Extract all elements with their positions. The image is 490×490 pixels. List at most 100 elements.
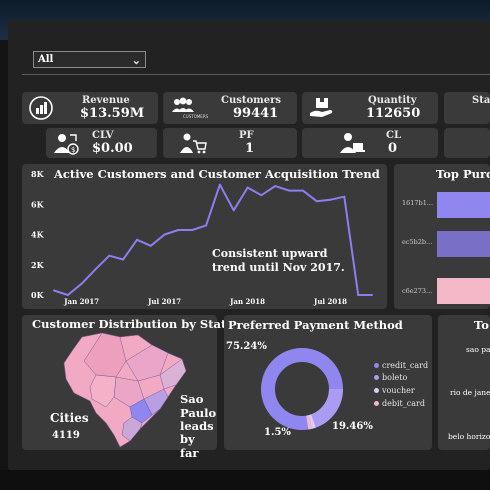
chevron-down-icon: ⌄ <box>131 54 141 67</box>
top-city-item: sao pa <box>466 345 490 354</box>
kpi-stat-label: Stat <box>472 95 490 106</box>
top-cities-title: To <box>474 318 489 332</box>
data-point[interactable] <box>357 294 360 296</box>
x-tick-label: Jan 2017 <box>63 297 99 306</box>
person-cart-icon <box>180 133 207 154</box>
data-point[interactable] <box>205 224 208 227</box>
data-point[interactable] <box>301 189 304 192</box>
trend-annotation-line2: trend until Nov 2017. <box>212 261 345 274</box>
payment-pct-debit-card: 1.5% <box>264 427 291 438</box>
kpi-revenue-label: Revenue <box>82 95 130 106</box>
top-city-item: belo horizo <box>448 432 490 441</box>
data-point[interactable] <box>329 198 332 201</box>
top-purchase-bar <box>437 231 490 257</box>
kpi-cl-label: CL <box>386 130 401 141</box>
data-point[interactable] <box>371 294 373 296</box>
top-purchase-bar <box>437 278 490 304</box>
sao-paulo-note-1: Sao <box>180 392 204 406</box>
customers-icon-caption: CUSTOMERS <box>183 114 209 119</box>
top-purchase-row-label: ec5b2b... <box>402 238 433 246</box>
legend-label: voucher <box>382 386 415 395</box>
payment-title: Preferred Payment Method <box>228 318 403 332</box>
payment-panel: Preferred Payment Method 75.24% 1.5% 19.… <box>224 315 432 450</box>
header-divider <box>22 74 490 75</box>
legend-item-debit-card: debit_card <box>374 399 425 408</box>
data-point[interactable] <box>94 268 97 271</box>
data-point[interactable] <box>274 185 277 188</box>
window-bottom-bar <box>0 470 490 490</box>
kpi-cl-value: 0 <box>388 141 398 156</box>
x-tick-label: Jul 2018 <box>313 297 347 306</box>
kpi-quantity-value: 112650 <box>366 106 421 121</box>
kpi-customers-label: Customers <box>221 95 281 106</box>
kpi-quantity-label: Quantity <box>368 95 417 106</box>
brazil-map[interactable] <box>60 331 190 449</box>
data-point[interactable] <box>218 183 221 186</box>
legend-dot <box>374 401 379 406</box>
kpi-card-stat-partial: Stat <box>444 92 490 124</box>
kpi-card-partial-2 <box>444 128 490 158</box>
y-tick-label: 2K <box>31 260 45 270</box>
data-point[interactable] <box>232 209 235 212</box>
trend-annotation-line1: Consistent upward <box>212 247 328 260</box>
person-dollar-icon: $ <box>54 134 79 155</box>
kpi-card-cl: CL 0 <box>302 128 438 158</box>
cities-label: Cities <box>50 411 89 425</box>
data-point[interactable] <box>122 258 125 261</box>
data-point[interactable] <box>149 244 152 247</box>
top-purchase-title: Top Purc <box>436 167 490 181</box>
legend-label: debit_card <box>382 399 425 408</box>
kpi-customers-value: 99441 <box>233 106 279 121</box>
legend-item-boleto: boleto <box>374 373 407 382</box>
data-point[interactable] <box>163 233 166 236</box>
filter-dropdown[interactable]: All ⌄ <box>33 51 146 68</box>
data-point[interactable] <box>260 194 263 197</box>
filter-value: All <box>38 54 54 65</box>
data-point[interactable] <box>53 289 55 292</box>
legend-dot <box>374 363 379 368</box>
distribution-title: Customer Distribution by State <box>32 317 234 331</box>
data-point[interactable] <box>177 228 180 231</box>
top-purchase-row: 1617b1... <box>397 192 490 218</box>
data-point[interactable] <box>343 195 346 198</box>
x-tick-label: Jan 2018 <box>229 297 265 306</box>
top-purchase-row-label: c6e273... <box>402 287 433 295</box>
legend-dot <box>374 388 379 393</box>
customers-group-icon <box>172 97 194 112</box>
legend-label: credit_card <box>382 361 429 370</box>
package-hand-icon <box>310 98 333 117</box>
data-point[interactable] <box>288 189 291 192</box>
svg-text:$: $ <box>71 146 75 154</box>
revenue-chart-icon <box>29 96 53 120</box>
kpi-card-pf: PF 1 <box>163 128 297 158</box>
top-purchase-row: ec5b2b... <box>397 231 490 257</box>
distribution-panel: Customer Distribution by State Cities 41… <box>22 315 234 460</box>
trend-chart-panel: Active Customers and Customer Acquisitio… <box>22 164 387 309</box>
payment-pct-boleto: 19.46% <box>332 421 373 432</box>
data-point[interactable] <box>246 186 249 189</box>
y-tick-label: 0K <box>31 290 45 300</box>
data-point[interactable] <box>108 254 111 257</box>
legend-dot <box>374 375 379 380</box>
x-tick-label: Jul 2017 <box>147 297 181 306</box>
top-purchase-panel: Top Purc 1617b1... ec5b2b... c6e273... <box>394 164 490 309</box>
data-point[interactable] <box>66 294 69 296</box>
payment-pct-credit-card: 75.24% <box>226 341 267 352</box>
data-point[interactable] <box>315 200 318 203</box>
kpi-card-clv: $ CLV $0.00 <box>46 128 157 158</box>
sao-paulo-note-2: Paulo <box>180 406 217 420</box>
payment-donut-chart[interactable] <box>254 341 350 437</box>
cities-value: 4119 <box>52 430 80 441</box>
top-cities-panel: To sao pa rio de jane belo horizo <box>438 315 490 450</box>
kpi-card-revenue: Revenue $13.59M <box>22 92 158 124</box>
legend-label: boleto <box>382 373 408 382</box>
data-point[interactable] <box>191 228 194 231</box>
data-point[interactable] <box>80 282 83 285</box>
data-point[interactable] <box>135 238 138 241</box>
kpi-pf-value: 1 <box>245 141 255 156</box>
kpi-clv-label: CLV <box>92 130 114 141</box>
top-purchase-bar <box>437 192 490 218</box>
y-tick-label: 8K <box>31 169 45 179</box>
series-line[interactable] <box>53 183 372 296</box>
kpi-card-quantity: Quantity 112650 <box>302 92 438 124</box>
